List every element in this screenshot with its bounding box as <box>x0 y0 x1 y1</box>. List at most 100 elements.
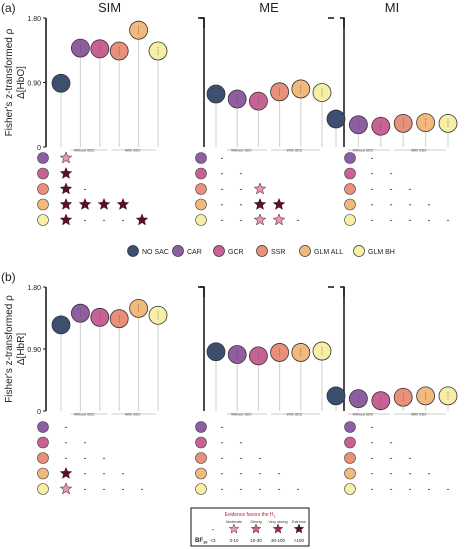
bf-star <box>59 151 73 164</box>
bf-dash: - <box>428 200 431 210</box>
row-marker <box>344 152 356 164</box>
row-marker <box>37 198 49 211</box>
bf-dash: - <box>371 469 374 479</box>
sdc-label-without: Without SDC <box>74 413 95 417</box>
data-point <box>129 20 149 40</box>
legend-label: SSR <box>271 249 285 256</box>
row-marker <box>195 421 207 433</box>
data-point <box>109 309 129 329</box>
row-marker <box>195 436 207 449</box>
bf-dash: - <box>240 469 243 479</box>
data-point <box>90 307 110 327</box>
legend-marker <box>172 245 184 257</box>
bf-dash: - <box>240 184 243 194</box>
panel-b: (b) Fisher's z-transformed ρ Δ[HbR] 1.80 0.9… <box>1 270 458 495</box>
bf-dash: - <box>371 153 374 163</box>
bf-star <box>97 197 111 210</box>
bf-level-dash: - <box>212 527 215 534</box>
bf-dash: - <box>221 453 224 463</box>
data-point <box>206 342 226 362</box>
method-legend: NO SAC CAR GCR SSR GLM ALL GLM BH <box>127 245 395 257</box>
y-tick-label: 1.80 <box>27 285 41 292</box>
bf-dash: - <box>428 469 431 479</box>
bf-dash: - <box>122 469 125 479</box>
sdc-label-without: Without SDC <box>352 413 373 417</box>
sdc-label-without: Without SDC <box>231 149 252 153</box>
data-point <box>312 83 332 102</box>
row-marker <box>195 483 207 495</box>
y-tick-label: 0 <box>37 409 41 416</box>
data-point <box>348 115 368 135</box>
row-marker <box>344 452 356 464</box>
bf-dash: - <box>297 215 300 225</box>
legend-label: GCR <box>228 249 244 256</box>
row-marker <box>195 467 207 480</box>
row-marker <box>37 167 49 180</box>
bf-dash: - <box>390 215 393 225</box>
data-point <box>109 41 129 61</box>
bf-dash: - <box>409 200 412 210</box>
data-point <box>348 389 368 409</box>
bf-dash: - <box>409 469 412 479</box>
sdc-label-with: With SDC <box>125 149 141 153</box>
bf-dash: - <box>84 469 87 479</box>
bf-level-range: >100 <box>294 538 305 543</box>
row-marker <box>37 436 49 449</box>
panel-a: (a) Fisher's z-transformed ρ Δ[HbO] 1.80 0.9… <box>1 0 458 226</box>
bf-level-range: 3-10 <box>229 538 239 543</box>
row-marker <box>37 467 49 480</box>
y-axis-title: Fisher's z-transformed ρ <box>4 28 15 136</box>
bf-dash: - <box>141 484 144 494</box>
panel-label: (b) <box>1 270 16 284</box>
bf-star <box>59 482 73 495</box>
legend-label: GLM ALL <box>314 249 343 256</box>
y-axis-label: Δ[HbR] <box>16 333 27 365</box>
row-marker <box>37 452 49 464</box>
sdc-label-with: With SDC <box>411 413 427 417</box>
bf-dash: - <box>371 438 374 448</box>
bf-dash: - <box>371 484 374 494</box>
row-marker <box>195 152 207 164</box>
row-marker <box>37 214 49 226</box>
bf-dash: - <box>371 200 374 210</box>
sdc-label-with: With SDC <box>287 149 303 153</box>
bf-dash: - <box>259 453 262 463</box>
data-point <box>51 315 71 335</box>
bf-level-label: Extreme <box>292 520 306 524</box>
bf-label-sub: 10 <box>203 540 208 545</box>
sdc-label-without: Without SDC <box>352 149 373 153</box>
data-point <box>371 116 391 136</box>
row-marker <box>344 483 356 495</box>
bf-dash: - <box>390 469 393 479</box>
data-point <box>129 298 149 318</box>
bf-dash: - <box>371 215 374 225</box>
data-point <box>393 387 413 407</box>
legend-label: GLM BH <box>368 249 395 256</box>
bf-dash: - <box>390 200 393 210</box>
bf-dash: - <box>221 438 224 448</box>
bf-dash: - <box>240 453 243 463</box>
bf-level-star <box>293 523 305 534</box>
bf-dash: - <box>240 200 243 210</box>
bf-star <box>253 182 267 195</box>
data-point <box>148 41 168 61</box>
bf-dash: - <box>122 484 125 494</box>
bf-dash: - <box>371 422 374 432</box>
legend-marker <box>127 245 139 257</box>
data-point <box>270 343 290 362</box>
bf-dash: - <box>103 453 106 463</box>
bf-dash: - <box>221 422 224 432</box>
data-point <box>416 113 436 133</box>
bf-dash: - <box>221 153 224 163</box>
bf-level-star <box>272 523 284 534</box>
bf-level-star <box>228 523 240 534</box>
row-marker <box>195 452 207 464</box>
row-marker <box>37 483 49 495</box>
bf-dash: - <box>221 215 224 225</box>
bf-dash: - <box>390 484 393 494</box>
bf-dash: - <box>84 484 87 494</box>
legend-marker <box>299 245 311 257</box>
bf-dash: - <box>447 215 450 225</box>
data-point <box>71 38 90 58</box>
